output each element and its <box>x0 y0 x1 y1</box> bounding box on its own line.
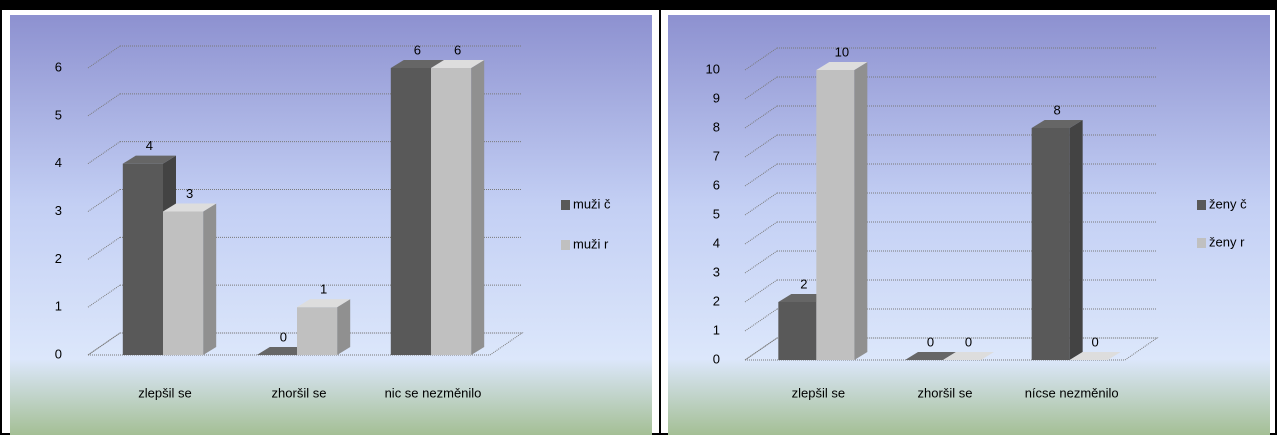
bar <box>1031 128 1070 360</box>
bar-top <box>390 60 444 68</box>
y-tick-label: 0 <box>55 346 62 361</box>
bar-top <box>1069 352 1121 360</box>
bar-side <box>471 60 485 355</box>
data-label: 0 <box>965 334 972 349</box>
x-tick-label: zhoršil se <box>272 385 327 400</box>
y-tick-label: 6 <box>713 177 720 192</box>
legend-swatch <box>561 240 570 250</box>
grid-line <box>744 134 778 158</box>
legend-label: muži r <box>573 236 609 251</box>
x-tick-label: zhoršil se <box>918 385 973 400</box>
legend-label: muži č <box>573 196 611 211</box>
data-label: 1 <box>320 282 327 297</box>
data-label: 6 <box>454 42 461 57</box>
grid-line <box>744 192 778 216</box>
y-tick-label: 7 <box>713 148 720 163</box>
grid-line <box>87 141 121 165</box>
grid-line <box>87 93 121 117</box>
bar <box>163 211 204 355</box>
chart-background <box>668 15 1270 435</box>
data-label: 8 <box>1054 102 1061 117</box>
y-tick-label: 6 <box>55 59 62 74</box>
data-label: 0 <box>1092 334 1099 349</box>
bar-top <box>905 352 956 360</box>
grid-line <box>744 337 778 361</box>
bar <box>778 302 817 360</box>
grid-line <box>87 236 121 260</box>
bar <box>431 68 472 355</box>
grid-line <box>87 189 121 212</box>
y-tick-label: 5 <box>713 206 720 221</box>
grid-line <box>744 105 778 129</box>
grid-line <box>87 45 121 69</box>
x-tick-label: nícse nezměnilo <box>1025 385 1119 400</box>
legend-swatch <box>1197 238 1206 248</box>
y-tick-label: 10 <box>706 61 720 76</box>
x-tick-label: zlepšil se <box>792 385 845 400</box>
y-tick-label: 1 <box>55 299 62 314</box>
chart-background <box>10 15 652 435</box>
y-tick-label: 8 <box>713 119 720 134</box>
y-tick-label: 1 <box>713 322 720 337</box>
bar-top <box>122 155 176 164</box>
data-label: 0 <box>927 334 934 349</box>
grid-line <box>744 308 778 332</box>
grid-line <box>744 163 778 187</box>
x-tick-label: zlepšil se <box>138 385 191 400</box>
y-tick-label: 4 <box>713 235 720 250</box>
y-tick-label: 3 <box>713 264 720 279</box>
y-tick-label: 4 <box>55 155 62 170</box>
legend-label: ženy r <box>1209 234 1245 249</box>
bar-top <box>1031 120 1083 128</box>
y-tick-label: 3 <box>55 203 62 218</box>
bar-top <box>297 299 351 308</box>
bar-top <box>943 352 994 360</box>
bar-top <box>256 347 310 355</box>
bar <box>297 307 338 355</box>
data-label: 10 <box>835 44 849 59</box>
grid-line <box>744 279 778 303</box>
legend-swatch <box>1197 200 1206 210</box>
grid-line <box>87 284 121 308</box>
y-tick-label: 2 <box>55 251 62 266</box>
y-tick-label: 9 <box>713 90 720 105</box>
grid-line <box>87 332 121 356</box>
bar-top <box>431 60 485 68</box>
grid-line <box>744 221 778 245</box>
legend-swatch <box>561 200 570 210</box>
x-tick-label: nic se nezměnilo <box>385 385 482 400</box>
y-tick-label: 5 <box>55 107 62 122</box>
bar-side <box>854 62 868 360</box>
data-label: 0 <box>280 329 287 344</box>
bar <box>816 70 855 360</box>
bar-side <box>337 299 351 355</box>
floor <box>86 332 524 356</box>
y-tick-label: 0 <box>713 351 720 366</box>
y-tick-label: 2 <box>713 293 720 308</box>
bar-top <box>816 62 868 70</box>
data-label: 6 <box>414 42 421 57</box>
legend-label: ženy č <box>1209 196 1247 211</box>
data-label: 2 <box>800 276 807 291</box>
grid-line <box>744 250 778 274</box>
data-label: 3 <box>186 186 193 201</box>
floor <box>743 337 1159 361</box>
data-label: 4 <box>146 138 153 153</box>
bar <box>122 163 163 355</box>
bar <box>390 68 431 355</box>
grid-line <box>744 76 778 100</box>
bar-side <box>203 203 217 355</box>
bar-side <box>1069 120 1083 360</box>
grid-line <box>744 47 778 71</box>
cropped-heading <box>0 0 1277 8</box>
bar-top <box>163 203 217 212</box>
